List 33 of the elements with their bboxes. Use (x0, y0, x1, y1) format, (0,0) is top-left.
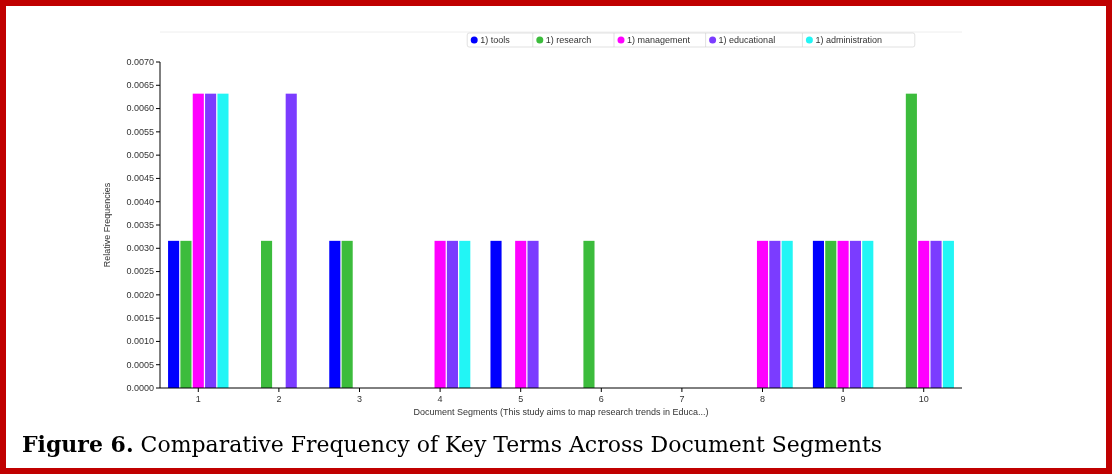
y-tick-label: 0.0035 (126, 219, 154, 230)
x-tick-label: 8 (760, 394, 766, 404)
y-tick-label: 0.0050 (126, 150, 154, 161)
x-tick-label: 2 (276, 394, 282, 404)
y-tick-label: 0.0040 (126, 196, 154, 207)
y-axis-title: Relative Frequencies (102, 182, 112, 268)
y-tick-label: 0.0055 (126, 126, 154, 137)
y-tick-label: 0.0070 (126, 56, 154, 67)
legend-label: 1) educational (718, 34, 776, 45)
x-tick-label: 9 (840, 394, 846, 404)
legend-label: 1) management (627, 34, 691, 45)
y-tick-label: 0.0000 (126, 382, 154, 393)
x-tick-label: 4 (437, 394, 443, 404)
y-tick-label: 0.0015 (126, 313, 154, 324)
legend-label: 1) administration (815, 34, 882, 45)
y-tick-label: 0.0060 (126, 103, 154, 114)
y-tick-label: 0.0030 (126, 243, 154, 254)
y-tick-label: 0.0010 (126, 336, 154, 347)
x-axis-title: Document Segments (This study aims to map research trends in Educa...) (413, 407, 709, 417)
y-tick-label: 0.0005 (126, 359, 154, 370)
x-tick-label: 6 (598, 394, 604, 404)
y-tick-label: 0.0020 (126, 289, 154, 300)
text: Figure 6. Comparative Frequency of Key Terms Across Document Segments (22, 431, 883, 457)
legend-label: 1) research (545, 34, 592, 45)
x-tick-label: 5 (518, 394, 524, 404)
y-tick-label: 0.0065 (126, 80, 154, 91)
x-tick-label: 3 (356, 394, 362, 404)
x-tick-label: 7 (679, 394, 685, 404)
y-tick-label: 0.0025 (126, 266, 154, 277)
x-tick-label: 1 (195, 394, 201, 404)
x-tick-label: 10 (918, 394, 929, 404)
y-tick-label: 0.0045 (126, 173, 154, 184)
legend-label: 1) tools (480, 34, 511, 45)
